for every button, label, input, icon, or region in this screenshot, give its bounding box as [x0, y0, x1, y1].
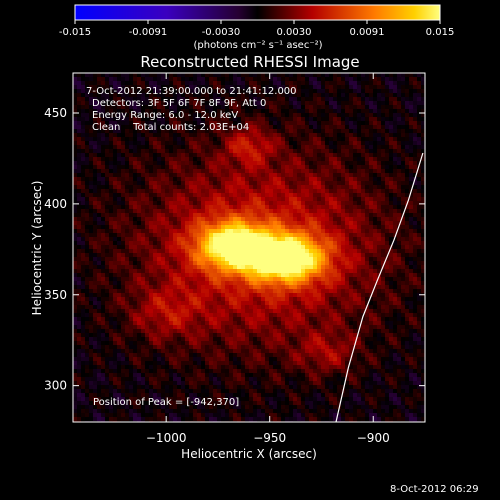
plot-frame — [72, 72, 426, 423]
heatmap-image — [73, 73, 425, 422]
colorbar-tick-label: -0.0091 — [129, 27, 168, 38]
y-tick-label: 350 — [44, 288, 67, 302]
detectors-annotation: Detectors: 3F 5F 6F 7F 8F 9F, Att 0 — [92, 98, 267, 109]
colorbar-tick-label: 0.0091 — [350, 27, 385, 38]
colorbar-ticks: -0.015 -0.0091 -0.0030 0.0030 0.0091 0.015 — [59, 20, 454, 38]
colorbar — [74, 4, 441, 21]
colorbar-tick-label: -0.0030 — [202, 27, 241, 38]
colorbar-tick-label: -0.015 — [59, 27, 91, 38]
x-tick-label: −950 — [253, 431, 286, 445]
x-tick-label: −900 — [357, 431, 390, 445]
colorbar-unit-label: (photons cm⁻² s⁻¹ asec⁻²) — [193, 40, 322, 51]
x-tick-label: −1000 — [146, 431, 187, 445]
y-tick-label: 300 — [44, 379, 67, 393]
footer-date: 8-Oct-2012 06:29 — [390, 484, 479, 495]
time-range-annotation: 7-Oct-2012 21:39:00.000 to 21:41:12.000 — [86, 86, 297, 97]
y-axis-label: Heliocentric Y (arcsec) — [30, 181, 44, 316]
peak-position-annotation: Position of Peak = [-942,370] — [93, 397, 240, 408]
x-axis-label: Heliocentric X (arcsec) — [181, 447, 317, 461]
colorbar-tick-label: 0.015 — [426, 27, 455, 38]
solar-limb-curve — [335, 152, 424, 422]
y-tick-label: 450 — [44, 106, 67, 120]
clean-counts-annotation: Clean Total counts: 2.03E+04 — [92, 122, 250, 133]
colorbar-tick-label: 0.0030 — [277, 27, 312, 38]
chart-title: Reconstructed RHESSI Image — [140, 53, 359, 71]
axis-ticks: −1000 −950 −900 300 350 400 450 — [44, 73, 425, 445]
y-tick-label: 400 — [44, 197, 67, 211]
energy-range-annotation: Energy Range: 6.0 - 12.0 keV — [92, 110, 239, 121]
